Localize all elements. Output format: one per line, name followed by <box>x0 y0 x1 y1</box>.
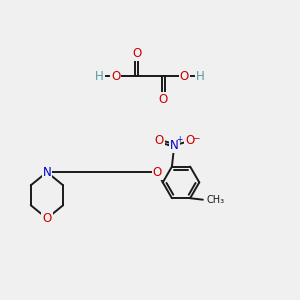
Text: O: O <box>153 166 162 178</box>
Text: H: H <box>95 70 104 83</box>
Text: O: O <box>180 70 189 83</box>
Text: N: N <box>43 166 51 178</box>
Text: O: O <box>185 134 194 148</box>
Text: O: O <box>154 134 164 148</box>
Text: H: H <box>196 70 205 83</box>
Text: N: N <box>170 139 178 152</box>
Text: O: O <box>159 93 168 106</box>
Text: O: O <box>42 212 52 225</box>
Text: O: O <box>132 47 141 60</box>
Text: O: O <box>111 70 120 83</box>
Text: CH₃: CH₃ <box>207 195 225 205</box>
Text: +: + <box>176 135 183 144</box>
Text: −: − <box>192 133 200 142</box>
